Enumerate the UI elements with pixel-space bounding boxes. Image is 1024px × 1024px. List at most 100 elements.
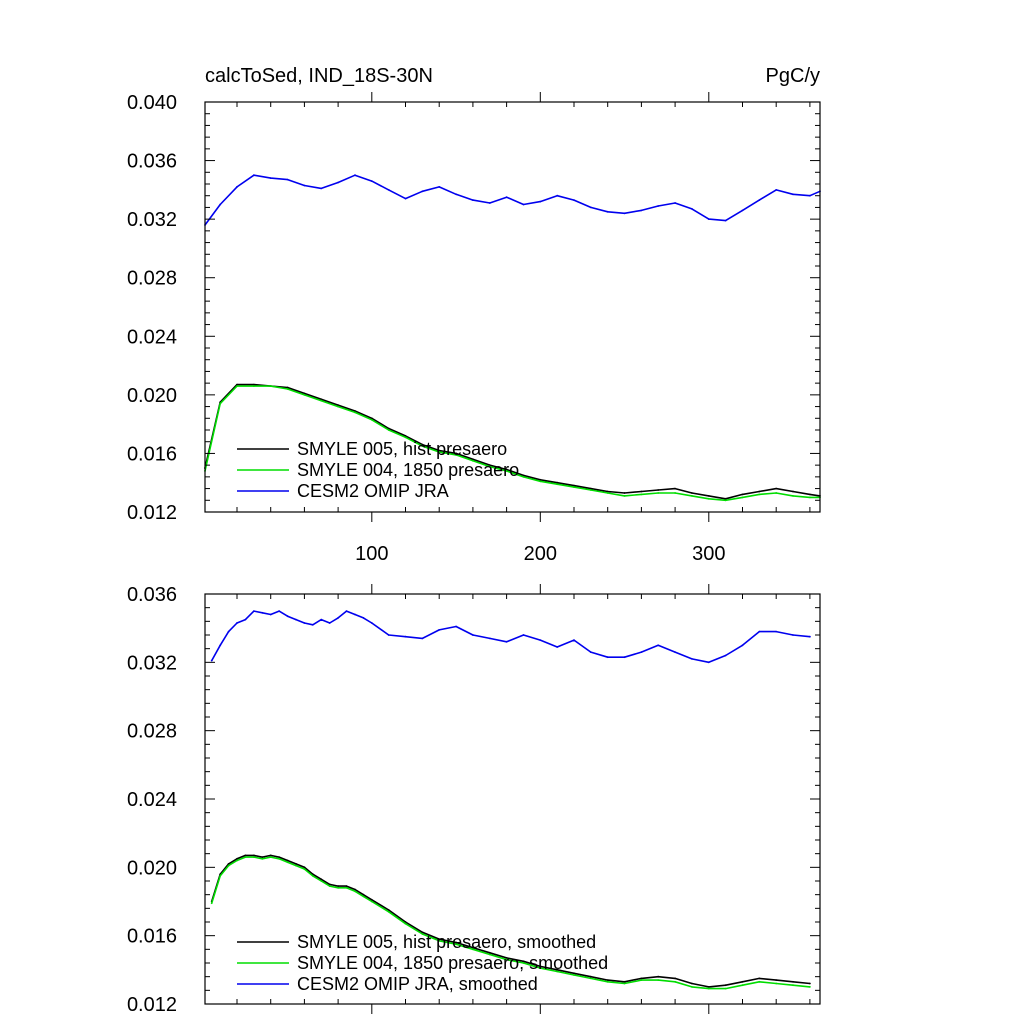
smoothed-data-point-p1850 bbox=[809, 986, 811, 988]
smoothed-data-point-hist bbox=[488, 951, 491, 954]
smoothed-data-point-p1850 bbox=[623, 982, 626, 985]
raw-data-point-p1850 bbox=[404, 436, 407, 439]
smoothed-data-point-omip bbox=[370, 622, 373, 624]
smoothed-data-point-p1850 bbox=[219, 875, 222, 877]
smoothed-data-point-hist bbox=[269, 854, 272, 857]
raw-data-point-hist bbox=[438, 449, 441, 452]
smoothed-data-point-p1850 bbox=[640, 979, 643, 981]
raw-data-point-hist bbox=[539, 478, 542, 481]
smoothed-data-point-hist bbox=[303, 866, 306, 869]
raw-data-point-omip bbox=[707, 218, 710, 221]
smoothed-data-point-p1850 bbox=[539, 967, 542, 969]
smoothed-data-point-p1850 bbox=[488, 953, 491, 956]
raw-data-point-omip bbox=[522, 203, 525, 206]
smoothed-data-point-omip bbox=[227, 630, 230, 633]
smoothed-data-point-hist bbox=[244, 854, 247, 857]
raw-y-tick-label: 0.040 bbox=[127, 92, 177, 114]
smoothed-data-point-omip bbox=[261, 611, 264, 614]
raw-data-point-omip bbox=[589, 206, 592, 209]
raw-data-point-omip bbox=[657, 205, 660, 207]
raw-data-point-p1850 bbox=[741, 496, 744, 499]
smoothed-data-point-omip bbox=[210, 659, 213, 662]
raw-data-point-omip bbox=[253, 174, 255, 177]
smoothed-data-point-p1850 bbox=[227, 864, 230, 867]
smoothed-data-point-p1850 bbox=[337, 886, 339, 889]
smoothed-data-point-omip bbox=[269, 613, 272, 616]
raw-data-point-hist bbox=[573, 484, 575, 487]
smoothed-data-point-p1850 bbox=[387, 910, 390, 913]
raw-x-tick-label: 300 bbox=[692, 543, 725, 565]
smoothed-data-point-omip bbox=[522, 634, 525, 636]
raw-data-point-hist bbox=[707, 495, 710, 497]
raw-data-point-p1850 bbox=[640, 493, 643, 496]
smoothed-data-point-omip bbox=[573, 639, 575, 641]
smoothed-data-point-p1850 bbox=[472, 948, 474, 951]
raw-data-point-hist bbox=[505, 468, 508, 471]
raw-data-point-p1850 bbox=[707, 497, 710, 500]
raw-data-point-omip bbox=[556, 194, 559, 197]
raw-data-point-omip bbox=[674, 202, 676, 204]
smoothed-data-point-hist bbox=[792, 980, 794, 983]
smoothed-series-line-p1850 bbox=[210, 856, 810, 990]
raw-data-point-hist bbox=[472, 458, 474, 461]
raw-data-point-omip bbox=[792, 193, 794, 196]
smoothed-data-point-omip bbox=[488, 637, 491, 640]
smoothed-data-point-omip bbox=[253, 610, 255, 612]
raw-data-point-omip bbox=[539, 200, 542, 203]
raw-data-point-omip bbox=[472, 199, 474, 202]
smoothed-data-point-p1850 bbox=[741, 984, 744, 987]
smoothed-data-point-omip bbox=[741, 644, 744, 647]
raw-data-point-p1850 bbox=[758, 493, 761, 496]
smoothed-data-point-hist bbox=[724, 984, 727, 987]
raw-data-point-omip bbox=[775, 189, 778, 191]
smoothed-data-point-omip bbox=[311, 623, 314, 626]
smoothed-series-line-hist bbox=[210, 854, 810, 988]
smoothed-y-tick-label: 0.032 bbox=[127, 652, 177, 674]
raw-data-point-omip bbox=[505, 196, 508, 199]
raw-legend-label-omip: CESM2 OMIP JRA bbox=[297, 481, 449, 501]
smoothed-data-point-p1850 bbox=[354, 890, 356, 893]
raw-data-point-p1850 bbox=[370, 418, 373, 421]
smoothed-y-tick-label: 0.016 bbox=[127, 926, 177, 948]
raw-data-point-p1850 bbox=[556, 483, 559, 486]
smoothed-data-point-hist bbox=[623, 980, 626, 983]
raw-data-point-p1850 bbox=[438, 451, 441, 453]
smoothed-data-point-p1850 bbox=[758, 980, 761, 983]
smoothed-data-point-hist bbox=[438, 938, 441, 940]
smoothed-data-point-hist bbox=[640, 977, 643, 980]
raw-data-point-p1850 bbox=[455, 454, 457, 456]
raw-data-point-p1850 bbox=[472, 459, 474, 462]
raw-data-point-hist bbox=[589, 487, 592, 490]
smoothed-data-point-hist bbox=[286, 859, 289, 862]
raw-data-point-omip bbox=[337, 181, 339, 184]
raw-data-point-p1850 bbox=[236, 385, 238, 387]
raw-y-tick-label: 0.028 bbox=[127, 268, 177, 290]
raw-data-point-hist bbox=[623, 492, 626, 494]
smoothed-data-point-p1850 bbox=[311, 875, 314, 877]
raw-data-point-omip bbox=[758, 199, 761, 202]
raw-data-point-p1850 bbox=[505, 470, 508, 472]
smoothed-data-point-omip bbox=[320, 618, 323, 621]
smoothed-data-point-hist bbox=[505, 957, 508, 959]
smoothed-data-point-p1850 bbox=[775, 982, 778, 985]
raw-data-point-hist bbox=[337, 404, 339, 406]
smoothed-legend-label-omip: CESM2 OMIP JRA, smoothed bbox=[297, 974, 538, 994]
smoothed-data-point-hist bbox=[354, 888, 356, 891]
raw-data-point-omip bbox=[438, 186, 441, 188]
smoothed-data-point-hist bbox=[253, 854, 255, 857]
raw-series-line-omip bbox=[204, 174, 821, 226]
smoothed-data-point-p1850 bbox=[556, 970, 559, 973]
raw-data-point-hist bbox=[286, 386, 289, 389]
smoothed-data-point-p1850 bbox=[286, 861, 289, 864]
smoothed-data-point-omip bbox=[278, 610, 280, 612]
smoothed-data-point-p1850 bbox=[404, 922, 407, 925]
raw-data-point-p1850 bbox=[573, 486, 575, 488]
smoothed-data-point-omip bbox=[337, 617, 339, 619]
raw-y-tick-label: 0.020 bbox=[127, 385, 177, 407]
smoothed-legend-label-hist: SMYLE 005, hist presaero, smoothed bbox=[297, 932, 596, 952]
smoothed-data-point-p1850 bbox=[455, 943, 457, 946]
smoothed-data-point-hist bbox=[227, 863, 230, 865]
smoothed-data-point-p1850 bbox=[328, 885, 331, 887]
raw-data-point-omip bbox=[691, 208, 693, 210]
raw-data-point-p1850 bbox=[775, 492, 778, 494]
